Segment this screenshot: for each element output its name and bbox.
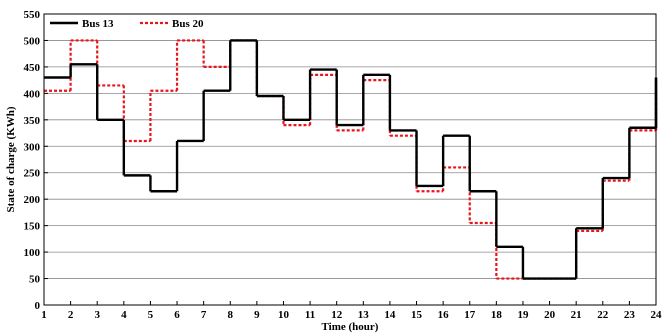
series-bus-13	[44, 39, 658, 280]
x-tick-label-4: 4	[121, 309, 127, 321]
x-tick-label-12: 12	[331, 309, 343, 321]
y-tick-label-450: 450	[24, 62, 41, 74]
legend-label-bus-20: Bus 20	[172, 18, 204, 30]
y-tick-label-50: 50	[29, 274, 41, 286]
x-tick-label-3: 3	[94, 309, 100, 321]
x-tick-label-5: 5	[148, 309, 154, 321]
legend: Bus 13 Bus 20	[45, 15, 227, 31]
series-lines	[44, 39, 658, 280]
x-tick-label-7: 7	[201, 309, 207, 321]
y-tick-label-350: 350	[24, 115, 41, 127]
x-axis: 1 2 3 4 5 6 7 8 9 10 11 12 13 14 15 16 17 18 19 20 21 22 23 24	[41, 301, 662, 321]
y-tick-label-250: 250	[24, 168, 41, 180]
y-axis-title: State of charge (KWh)	[5, 106, 17, 212]
x-tick-label-17: 17	[464, 309, 476, 321]
x-tick-label-16: 16	[438, 309, 450, 321]
plot-frame	[43, 13, 657, 306]
x-axis-title: Time (hour)	[322, 321, 379, 333]
series-bus-20	[44, 39, 658, 280]
x-tick-label-22: 22	[597, 309, 609, 321]
y-tick-label-100: 100	[24, 247, 41, 259]
x-tick-label-14: 14	[384, 309, 396, 321]
y-tick-label-0: 0	[35, 300, 41, 312]
y-tick-label-300: 300	[24, 141, 41, 153]
y-tick-label-200: 200	[24, 194, 41, 206]
y-tick-label-550: 550	[24, 9, 41, 21]
x-tick-label-24: 24	[651, 309, 662, 321]
x-tick-label-13: 13	[358, 309, 370, 321]
x-tick-label-6: 6	[174, 309, 180, 321]
legend-label-bus-13: Bus 13	[82, 18, 114, 30]
legend-box	[45, 15, 227, 31]
y-tick-label-500: 500	[24, 35, 41, 47]
x-tick-label-21: 21	[571, 309, 582, 321]
gridlines	[44, 40, 656, 279]
x-tick-label-8: 8	[228, 309, 234, 321]
x-tick-label-23: 23	[624, 309, 636, 321]
x-tick-label-9: 9	[254, 309, 260, 321]
y-tick-label-400: 400	[24, 88, 41, 100]
x-tick-label-20: 20	[544, 309, 556, 321]
y-tick-label-150: 150	[24, 221, 41, 233]
x-tick-label-1: 1	[41, 309, 47, 321]
x-tick-label-11: 11	[305, 309, 315, 321]
x-tick-label-10: 10	[278, 309, 290, 321]
x-tick-label-18: 18	[491, 309, 503, 321]
x-tick-label-19: 19	[517, 309, 529, 321]
x-tick-label-15: 15	[411, 309, 423, 321]
x-tick-label-2: 2	[68, 309, 74, 321]
y-axis: 0 50 100 150 200 250 300 350 400 450 500 550	[24, 9, 48, 312]
